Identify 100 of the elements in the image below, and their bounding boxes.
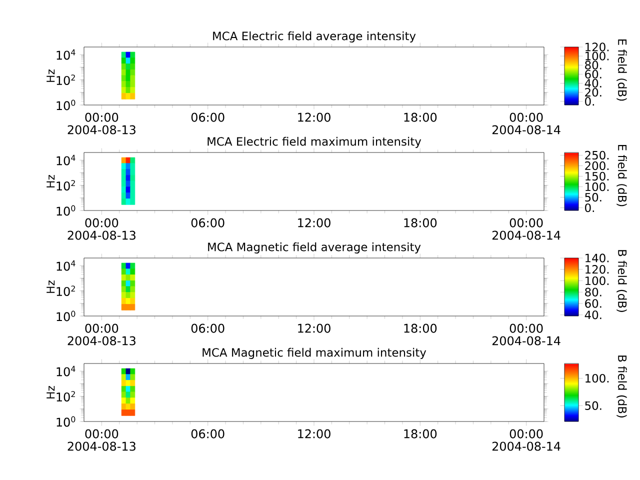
point: [130, 374, 136, 380]
y-tick-label: 10$^{2}$: [56, 391, 75, 402]
point: [130, 93, 136, 100]
point: [130, 410, 136, 416]
y-axis-title: Hz: [46, 174, 55, 188]
point: [130, 280, 136, 287]
point: [121, 198, 126, 205]
point: [130, 262, 136, 270]
color-bar-label: 40.: [584, 310, 602, 320]
y-tick-label: 10$^{0}$: [56, 100, 76, 110]
point: [130, 87, 136, 94]
y-tick-label: 10$^{0}$: [56, 416, 76, 427]
point: [121, 93, 126, 100]
color-bar-label: 100.: [586, 182, 609, 192]
point: [130, 163, 136, 170]
x-tick-label: 00:00 2004-08-13: [68, 218, 136, 240]
point: [130, 304, 136, 310]
point: [130, 274, 136, 281]
color-bar-label: 100.: [586, 276, 609, 286]
x-tick-label: 12:00: [298, 324, 330, 333]
x-tick-label: 00:00 2004-08-13: [68, 112, 136, 134]
color-bar-label: 50.: [585, 401, 602, 410]
y-tick-label: 10$^{2}$: [56, 180, 75, 191]
point: [130, 292, 136, 298]
color-bar-label: 80.: [585, 288, 602, 296]
point: [130, 198, 136, 205]
point: [130, 268, 136, 275]
color-bar-label: 60.: [585, 70, 602, 79]
y-tick-label: 10$^{0}$: [56, 310, 76, 322]
point: [130, 380, 136, 386]
point: [130, 368, 136, 375]
y-axis-title: Hz: [46, 386, 55, 398]
chart-title: MCA Magnetic field maximum intensity: [202, 348, 426, 359]
x-tick-label: 00:00 2004-08-13: [68, 324, 136, 346]
y-tick-label: 10$^{2}$: [56, 74, 75, 86]
point: [130, 64, 136, 70]
y-tick-label: 10$^{4}$: [56, 49, 76, 60]
color-bar-label: 0.: [585, 97, 594, 106]
point: [121, 410, 126, 416]
point: [130, 192, 136, 199]
point: [130, 404, 136, 410]
color-bar-label: 40.: [584, 78, 602, 88]
point: [130, 174, 136, 182]
x-tick-label: 12:00: [298, 112, 330, 122]
color-bar-label: 200.: [585, 161, 609, 170]
x-tick-label: 00:00 2004-08-14: [492, 218, 560, 240]
point: [126, 198, 131, 205]
point: [126, 304, 131, 310]
point: [130, 157, 136, 164]
point: [126, 410, 131, 416]
chart-title: MCA Magnetic field average intensity: [208, 242, 421, 254]
y-tick-label: 10$^{4}$: [56, 154, 76, 166]
x-tick-label: 18:00: [404, 429, 437, 438]
point: [130, 186, 136, 193]
x-tick-label: 00:00 2004-08-14: [492, 429, 560, 451]
color-bar-label: 140.: [586, 254, 609, 262]
color-bar-label: 20.: [585, 88, 602, 97]
chart-title: MCA Electric field maximum intensity: [208, 136, 422, 148]
point: [130, 398, 136, 404]
chart-title: MCA Electric field average intensity: [213, 31, 416, 42]
color-bar-label: 150.: [586, 172, 609, 181]
y-tick-label: 10$^{2}$: [56, 286, 75, 296]
y-tick-label: 10$^{4}$: [56, 260, 76, 271]
x-tick-label: 00:00 2004-08-13: [68, 429, 136, 451]
x-tick-label: 18:00: [404, 218, 437, 228]
point: [130, 58, 136, 64]
x-tick-label: 06:00: [191, 429, 224, 438]
point: [126, 93, 131, 100]
color-bar-title: B field (dB): [616, 356, 627, 418]
point: [130, 392, 136, 398]
x-tick-label: 12:00: [298, 429, 330, 438]
x-tick-label: 18:00: [404, 324, 437, 333]
color-bar-label: 100.: [586, 52, 609, 60]
x-tick-label: 06:00: [191, 324, 224, 333]
point: [121, 304, 126, 310]
color-bar-label: 250.: [585, 150, 609, 160]
point: [130, 286, 136, 293]
x-tick-label: 00:00 2004-08-14: [492, 324, 560, 346]
point: [130, 386, 136, 392]
y-axis-title: Hz: [46, 280, 55, 293]
x-tick-label: 18:00: [404, 112, 437, 122]
x-tick-label: 06:00: [191, 112, 224, 122]
color-bar-label: 50.: [585, 192, 602, 202]
y-axis-title: Hz: [46, 69, 55, 82]
point: [130, 169, 136, 176]
color-bar-title: E field (dB): [616, 39, 627, 101]
point: [130, 69, 136, 76]
color-bar-label: 80.: [585, 60, 602, 70]
y-tick-label: 10$^{0}$: [56, 205, 76, 216]
point: [130, 75, 136, 82]
color-bar-title: E field (dB): [616, 144, 627, 206]
color-bar-label: 100.: [586, 374, 609, 383]
color-bar-title: B field (dB): [616, 250, 627, 312]
x-tick-label: 06:00: [191, 218, 224, 228]
x-tick-label: 12:00: [298, 218, 330, 228]
y-tick-label: 10$^{4}$: [56, 366, 76, 376]
x-tick-label: 00:00 2004-08-14: [492, 112, 560, 134]
color-bar-label: 60.: [585, 299, 602, 308]
color-bar-label: 120.: [586, 265, 609, 274]
point: [130, 52, 136, 58]
